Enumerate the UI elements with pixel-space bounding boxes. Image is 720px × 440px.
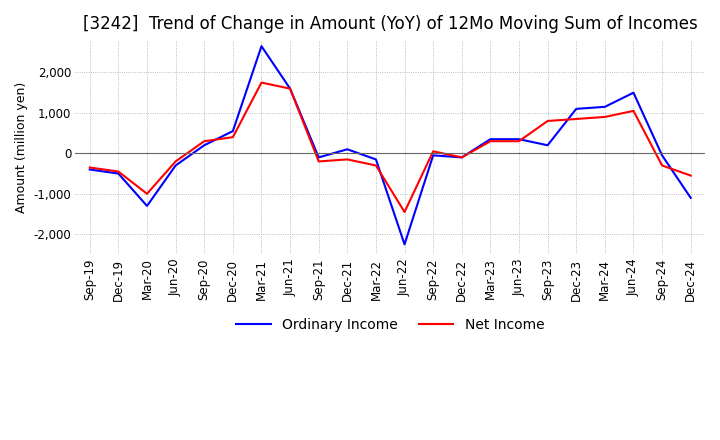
Net Income <box>114 169 122 174</box>
Net Income <box>600 114 609 120</box>
Net Income <box>315 159 323 164</box>
Net Income <box>257 80 266 85</box>
Net Income <box>486 139 495 144</box>
Ordinary Income <box>257 44 266 49</box>
Ordinary Income <box>86 167 94 172</box>
Ordinary Income <box>400 242 409 247</box>
Ordinary Income <box>515 136 523 142</box>
Ordinary Income <box>544 143 552 148</box>
Y-axis label: Amount (million yen): Amount (million yen) <box>15 82 28 213</box>
Net Income <box>343 157 351 162</box>
Net Income <box>686 173 695 178</box>
Ordinary Income <box>286 86 294 91</box>
Net Income <box>457 155 466 160</box>
Ordinary Income <box>372 157 380 162</box>
Ordinary Income <box>200 143 209 148</box>
Ordinary Income <box>629 90 638 95</box>
Net Income <box>372 163 380 168</box>
Line: Net Income: Net Income <box>90 83 690 212</box>
Ordinary Income <box>429 153 438 158</box>
Ordinary Income <box>686 195 695 201</box>
Line: Ordinary Income: Ordinary Income <box>90 46 690 244</box>
Net Income <box>286 86 294 91</box>
Ordinary Income <box>658 153 667 158</box>
Net Income <box>544 118 552 124</box>
Net Income <box>200 139 209 144</box>
Ordinary Income <box>114 171 122 176</box>
Net Income <box>400 209 409 215</box>
Net Income <box>228 135 237 140</box>
Ordinary Income <box>228 128 237 134</box>
Ordinary Income <box>600 104 609 110</box>
Legend: Ordinary Income, Net Income: Ordinary Income, Net Income <box>230 312 550 337</box>
Net Income <box>572 116 580 121</box>
Net Income <box>86 165 94 170</box>
Ordinary Income <box>486 136 495 142</box>
Title: [3242]  Trend of Change in Amount (YoY) of 12Mo Moving Sum of Incomes: [3242] Trend of Change in Amount (YoY) o… <box>83 15 698 33</box>
Ordinary Income <box>457 155 466 160</box>
Ordinary Income <box>572 106 580 111</box>
Net Income <box>515 139 523 144</box>
Net Income <box>171 159 180 164</box>
Net Income <box>658 163 667 168</box>
Ordinary Income <box>343 147 351 152</box>
Net Income <box>629 108 638 114</box>
Ordinary Income <box>143 203 151 209</box>
Net Income <box>429 149 438 154</box>
Net Income <box>143 191 151 196</box>
Ordinary Income <box>171 163 180 168</box>
Ordinary Income <box>315 155 323 160</box>
